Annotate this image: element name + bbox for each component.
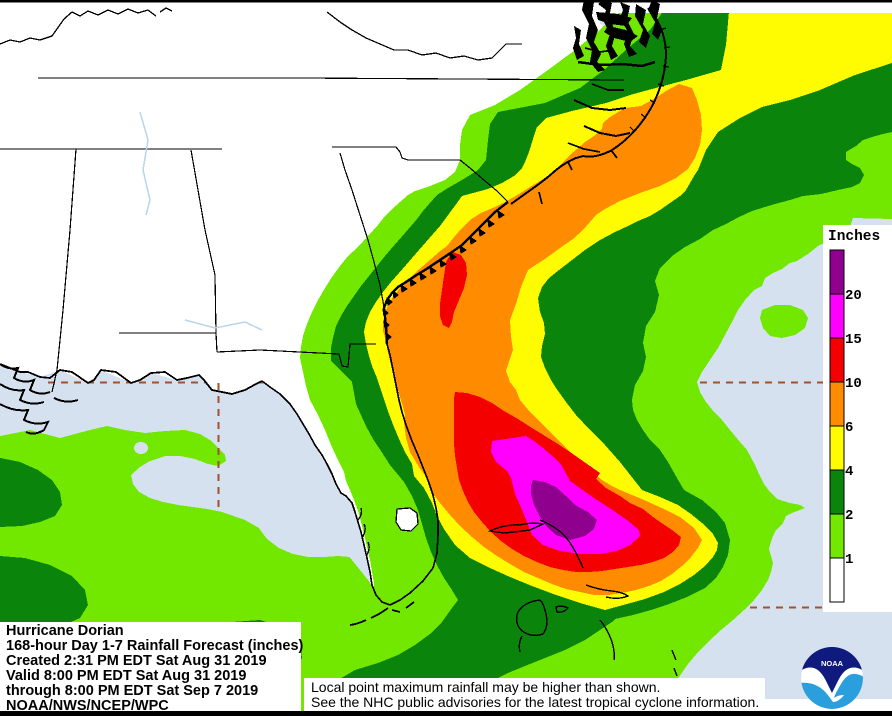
svg-text:NOAA: NOAA [821, 659, 844, 668]
svg-text:15: 15 [845, 332, 862, 348]
svg-text:6: 6 [845, 420, 853, 436]
svg-text:Inches: Inches [828, 229, 880, 245]
svg-text:2: 2 [845, 508, 853, 524]
svg-text:10: 10 [845, 376, 862, 392]
svg-text:4: 4 [845, 464, 853, 480]
svg-text:20: 20 [845, 288, 862, 304]
svg-text:1: 1 [845, 552, 853, 568]
